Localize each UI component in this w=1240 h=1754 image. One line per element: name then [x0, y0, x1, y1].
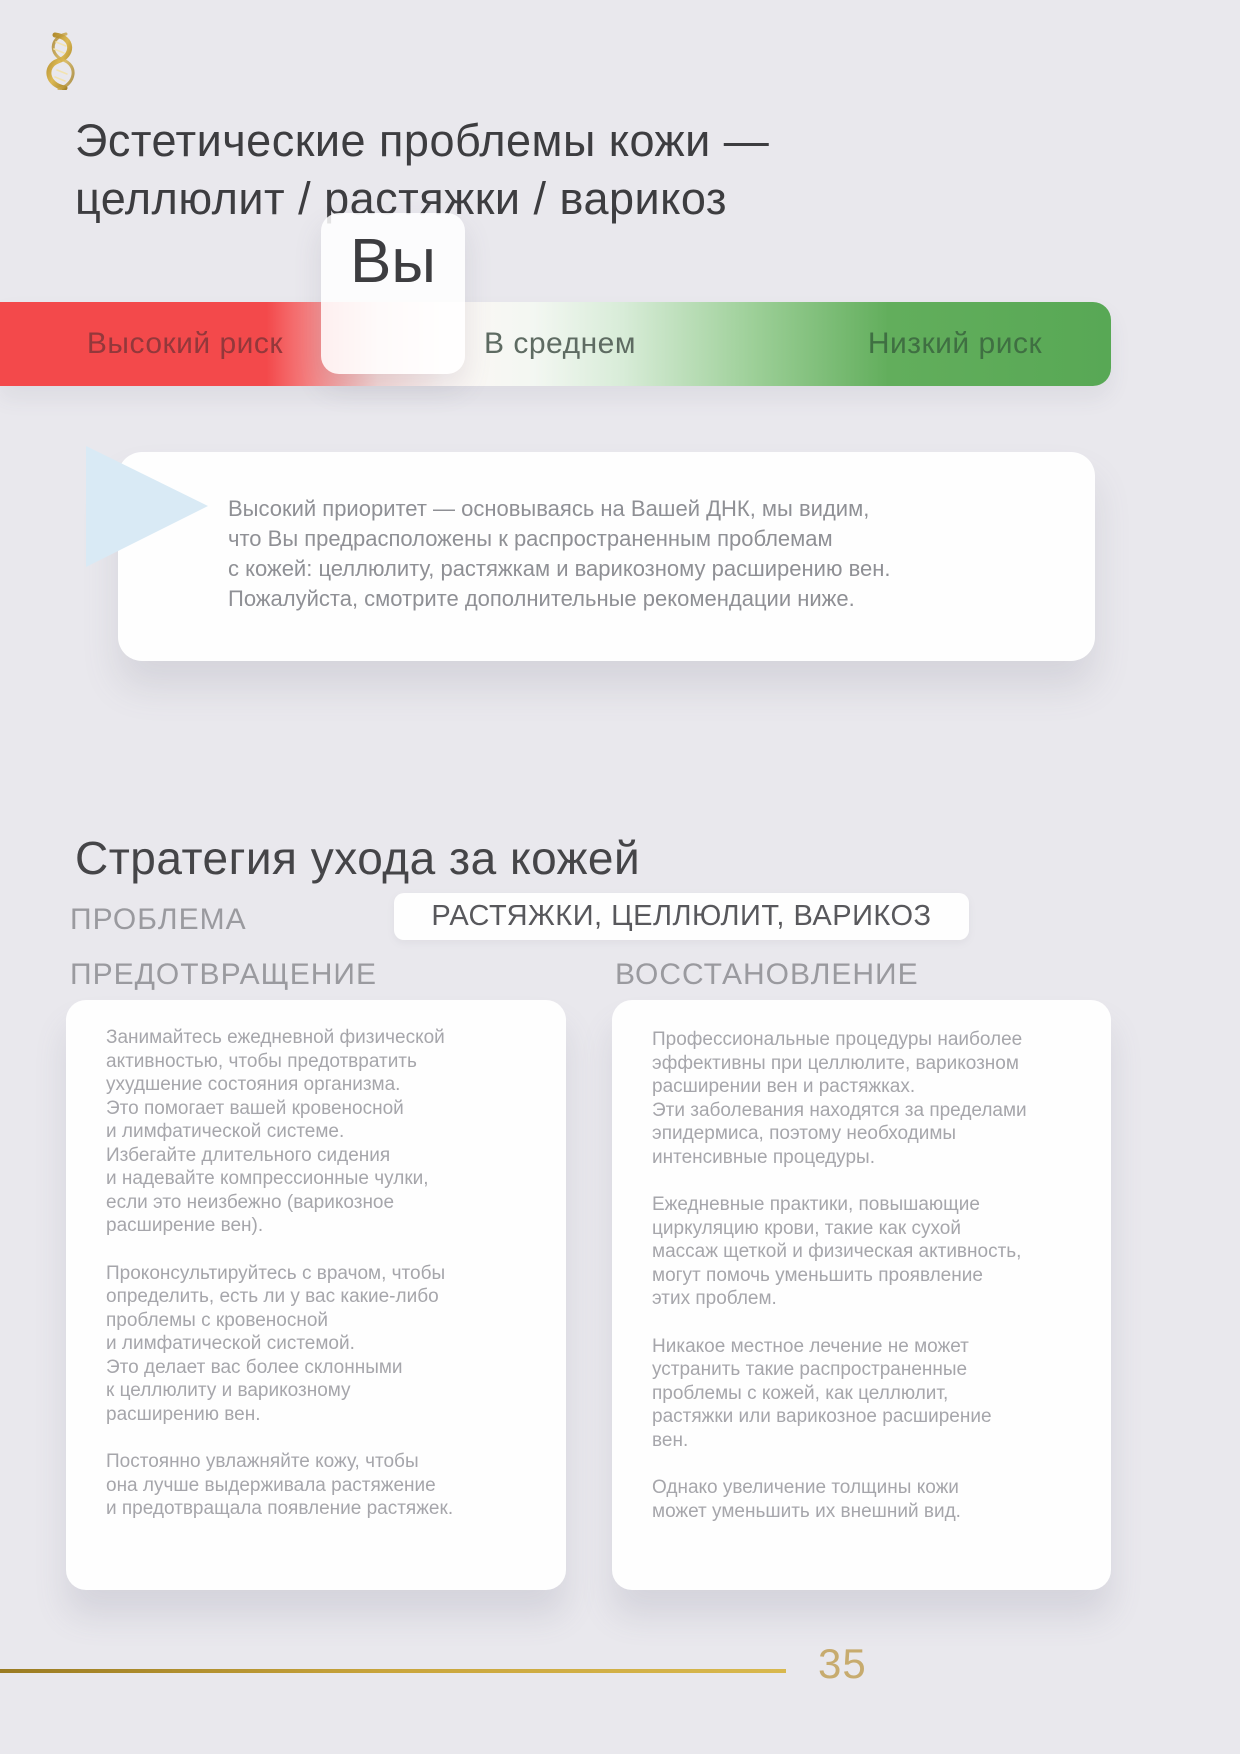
- restoration-column-label: ВОССТАНОВЛЕНИЕ: [615, 958, 919, 991]
- prevention-column-label: ПРЕДОТВРАЩЕНИЕ: [70, 958, 377, 991]
- restoration-card: Профессиональные процедуры наиболее эффе…: [612, 1000, 1111, 1590]
- prevention-paragraph: Постоянно увлажняйте кожу, чтобы она луч…: [106, 1451, 454, 1519]
- priority-note-card: [118, 452, 1095, 661]
- restoration-paragraph: Однако увеличение толщины кожи может уме…: [652, 1477, 961, 1522]
- risk-label-medium: В среднем: [484, 327, 636, 360]
- prevention-card: Занимайтесь ежедневной физической активн…: [66, 1000, 566, 1590]
- restoration-paragraph: Ежедневные практики, повышающие циркуляц…: [652, 1194, 1022, 1309]
- page-title: Эстетические проблемы кожи — целлюлит / …: [75, 115, 770, 225]
- restoration-paragraph: Профессиональные процедуры наиболее эффе…: [652, 1029, 1027, 1168]
- you-position-marker: Вы: [321, 213, 465, 374]
- prevention-paragraph: Проконсультируйтесь с врачом, чтобы опре…: [106, 1262, 446, 1425]
- dna-logo-icon: [42, 32, 80, 91]
- section-title: Стратегия ухода за кожей: [75, 832, 641, 885]
- risk-gradient-bar: Высокий риск В среднем Низкий риск: [0, 302, 1111, 386]
- page-number: 35: [818, 1640, 867, 1687]
- priority-note-text: Высокий приоритет — основываясь на Вашей…: [228, 496, 891, 611]
- you-marker-label: Вы: [350, 227, 436, 296]
- problem-value-badge: РАСТЯЖКИ, ЦЕЛЛЮЛИТ, ВАРИКОЗ: [394, 893, 969, 940]
- restoration-paragraph: Никакое местное лечение не может устрани…: [652, 1335, 992, 1451]
- risk-label-low: Низкий риск: [867, 327, 1043, 360]
- problem-label: ПРОБЛЕМА: [70, 903, 247, 936]
- triangle-right-icon: [86, 446, 208, 572]
- footer-divider: [0, 1669, 786, 1673]
- prevention-paragraph: Занимайтесь ежедневной физической активн…: [106, 1027, 445, 1236]
- risk-label-high: Высокий риск: [86, 327, 284, 360]
